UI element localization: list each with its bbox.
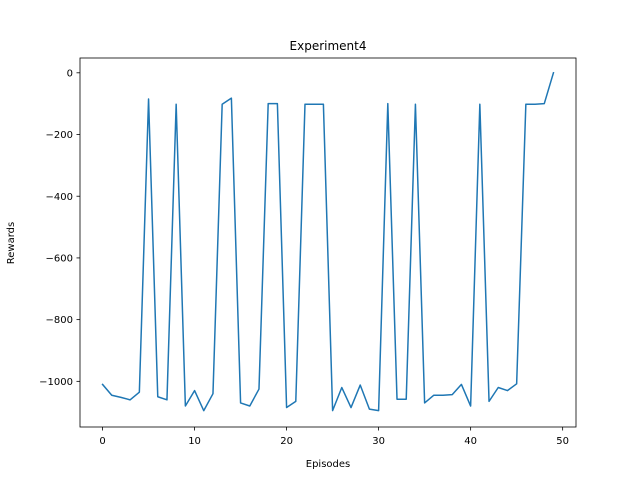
x-tick-label: 40 — [464, 436, 477, 447]
y-tick-label: 0 — [67, 68, 73, 79]
y-tick-label: −200 — [46, 130, 73, 141]
x-axis-ticks: 0 10 20 30 40 50 — [99, 427, 569, 447]
y-axis-ticks: 0 −200 −400 −600 −800 −1000 — [39, 68, 80, 388]
plot-area — [101, 71, 555, 412]
x-tick-label: 20 — [280, 436, 293, 447]
x-tick-label: 50 — [556, 436, 569, 447]
y-tick-label: −600 — [46, 254, 73, 265]
chart-title: Experiment4 — [290, 39, 367, 53]
y-axis-label: Rewards — [6, 222, 17, 264]
y-tick-label: −1000 — [39, 377, 73, 388]
x-tick-label: 10 — [188, 436, 201, 447]
x-axis-label: Episodes — [306, 459, 350, 470]
x-tick-label: 0 — [99, 436, 105, 447]
series-line-0 — [101, 71, 555, 412]
axes-frame — [79, 57, 577, 428]
y-tick-label: −800 — [46, 315, 73, 326]
x-tick-label: 30 — [372, 436, 385, 447]
y-tick-label: −400 — [46, 192, 73, 203]
